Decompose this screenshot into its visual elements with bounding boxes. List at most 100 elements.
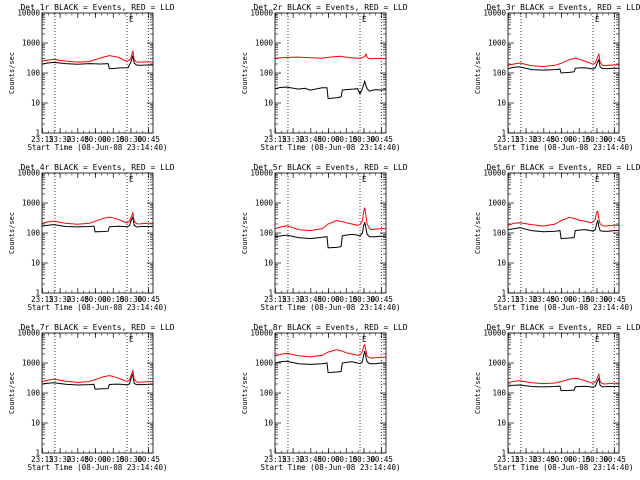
x-tick-label: 23:30	[282, 295, 305, 304]
y-tick-label: 10000	[17, 329, 40, 338]
y-axis-label: Counts/sec	[8, 52, 16, 94]
y-tick-label: 100	[492, 229, 506, 238]
x-tick-label: 00:00	[550, 295, 573, 304]
x-tick-label: 00:30	[353, 295, 376, 304]
y-axis-label: Counts/sec	[8, 372, 16, 414]
x-tick-label: 23:45	[300, 295, 323, 304]
y-tick-label: 1000	[488, 39, 507, 48]
y-tick-label: 1000	[22, 199, 41, 208]
x-tick-label: 00:15	[568, 135, 591, 144]
plot-frame	[507, 172, 620, 294]
detector-panel-4: Det 4r BLACK = Events, RED = LLD 1 10 100 10…	[8, 163, 175, 312]
corner-label: E	[362, 335, 367, 344]
y-tick-label: 10	[264, 99, 274, 108]
x-tick-label: 23:45	[67, 455, 90, 464]
y-tick-label: 10	[264, 259, 274, 268]
y-tick-label: 10000	[17, 169, 40, 178]
y-tick-label: 1	[501, 129, 506, 138]
x-tick-label: 00:15	[335, 135, 358, 144]
panel-title: Det 4r BLACK = Events, RED = LLD	[20, 163, 174, 172]
plot-frame	[274, 172, 387, 294]
y-axis-label: Counts/sec	[241, 212, 249, 254]
plot-frame	[507, 332, 620, 454]
corner-label: E	[129, 175, 134, 184]
x-tick-label: 00:45	[603, 455, 626, 464]
corner-label: E	[595, 15, 600, 24]
corner-label: E	[362, 175, 367, 184]
y-axis-label: Counts/sec	[474, 212, 482, 254]
x-tick-label: 00:30	[120, 295, 143, 304]
x-tick-label: 00:45	[137, 295, 160, 304]
x-tick-label: 00:00	[84, 135, 107, 144]
y-tick-label: 10	[31, 259, 41, 268]
series-line-lld	[41, 210, 153, 225]
x-tick-label: 23:30	[515, 295, 538, 304]
y-tick-label: 10	[497, 259, 507, 268]
y-tick-label: 10000	[483, 329, 506, 338]
x-tick-label: 00:30	[120, 135, 143, 144]
y-tick-label: 1	[35, 289, 40, 298]
x-axis-label: Start Time (08-Jun-08 23:14:40)	[28, 303, 168, 312]
y-tick-label: 100	[259, 69, 273, 78]
y-axis-label: Counts/sec	[8, 212, 16, 254]
y-tick-label: 100	[26, 229, 40, 238]
plot-frame	[41, 172, 154, 294]
detector-panel-7: Det 7r BLACK = Events, RED = LLD 1 10 100 10…	[8, 323, 175, 472]
y-tick-label: 1000	[255, 359, 274, 368]
x-tick-label: 00:15	[102, 455, 125, 464]
detector-panel-8: Det 8r BLACK = Events, RED = LLD 1 10 100 10…	[241, 323, 408, 472]
series-line-lld	[274, 343, 386, 359]
x-tick-label: 00:45	[603, 295, 626, 304]
y-tick-label: 10	[497, 419, 507, 428]
series-line-events	[507, 57, 619, 74]
series-line-events	[507, 376, 619, 392]
y-tick-label: 100	[259, 229, 273, 238]
panel-title: Det 7r BLACK = Events, RED = LLD	[20, 323, 174, 332]
x-tick-label: 00:15	[102, 295, 125, 304]
panel-title: Det 5r BLACK = Events, RED = LLD	[253, 163, 407, 172]
y-tick-label: 1000	[255, 199, 274, 208]
plot-frame	[274, 332, 387, 454]
x-tick-label: 23:15	[497, 455, 520, 464]
x-tick-label: 23:45	[533, 455, 556, 464]
x-tick-label: 23:30	[49, 295, 72, 304]
series-line-lld	[41, 50, 153, 63]
y-tick-label: 1	[501, 449, 506, 458]
y-tick-label: 10	[31, 99, 41, 108]
x-tick-label: 23:45	[67, 295, 90, 304]
x-axis-label: Start Time (08-Jun-08 23:14:40)	[28, 463, 168, 472]
x-tick-label: 23:30	[49, 135, 72, 144]
corner-label: E	[595, 175, 600, 184]
detector-panel-5: Det 5r BLACK = Events, RED = LLD 1 10 100 10…	[241, 163, 408, 312]
x-tick-label: 00:30	[353, 135, 376, 144]
y-tick-label: 1	[268, 289, 273, 298]
y-tick-label: 100	[492, 389, 506, 398]
y-tick-label: 10	[264, 419, 274, 428]
x-tick-label: 00:30	[586, 295, 609, 304]
x-axis-label: Start Time (08-Jun-08 23:14:40)	[28, 143, 168, 152]
detector-panel-2: Det 2r BLACK = Events, RED = LLD 1 10 100 10…	[241, 3, 408, 152]
y-tick-label: 10000	[483, 9, 506, 18]
series-line-events	[41, 215, 153, 233]
x-tick-label: 23:15	[497, 295, 520, 304]
panel-title: Det 1r BLACK = Events, RED = LLD	[20, 3, 174, 12]
x-axis-label: Start Time (08-Jun-08 23:14:40)	[494, 143, 634, 152]
series-line-lld	[507, 52, 619, 68]
series-line-lld	[274, 207, 386, 232]
y-tick-label: 1	[501, 289, 506, 298]
panel-title: Det 9r BLACK = Events, RED = LLD	[486, 323, 640, 332]
y-axis-label: Counts/sec	[241, 52, 249, 94]
y-tick-label: 10000	[250, 9, 273, 18]
x-axis-label: Start Time (08-Jun-08 23:14:40)	[494, 463, 634, 472]
x-axis-label: Start Time (08-Jun-08 23:14:40)	[261, 143, 401, 152]
y-tick-label: 1000	[488, 359, 507, 368]
x-tick-label: 00:00	[84, 455, 107, 464]
x-tick-label: 00:45	[137, 135, 160, 144]
x-tick-label: 00:00	[84, 295, 107, 304]
x-tick-label: 00:15	[568, 295, 591, 304]
plot-frame	[507, 12, 620, 134]
y-axis-label: Counts/sec	[241, 372, 249, 414]
x-tick-label: 23:15	[497, 135, 520, 144]
series-line-events	[274, 350, 386, 374]
